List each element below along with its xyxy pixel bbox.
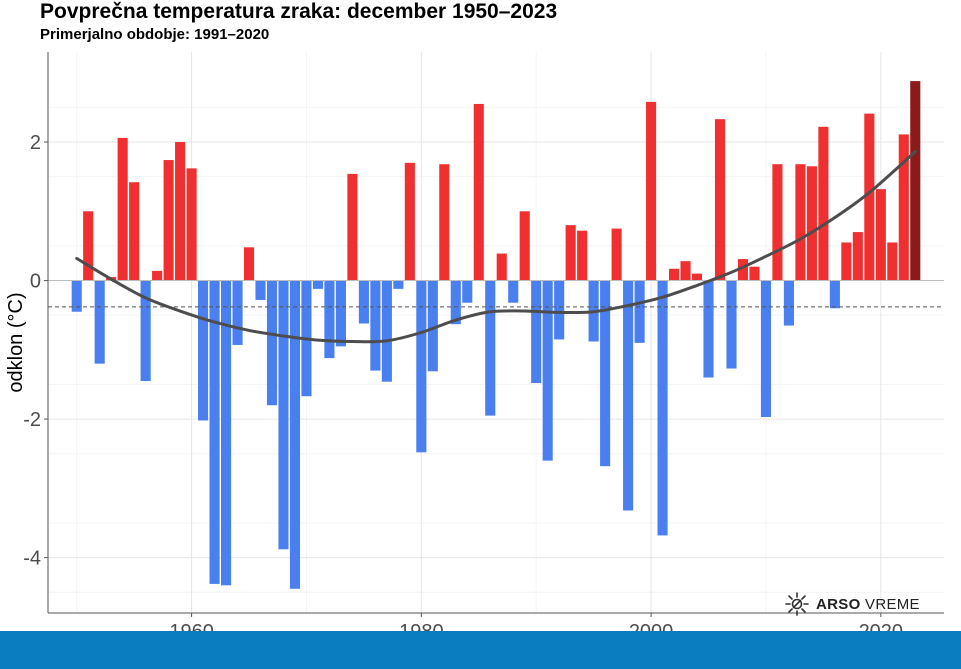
bar-1996 (600, 280, 611, 467)
bar-1961 (198, 280, 209, 421)
bar-1963 (220, 280, 232, 586)
bar-2023 (910, 81, 921, 281)
bar-2022 (898, 134, 909, 281)
bar-1998 (623, 280, 634, 511)
bar-1979 (404, 162, 415, 281)
bar-1955 (129, 182, 140, 281)
bar-1992 (554, 280, 565, 340)
y-tick-label: 2 (30, 132, 41, 154)
bar-1974 (347, 173, 358, 281)
bar-2005 (703, 280, 714, 378)
bar-1962 (209, 280, 220, 584)
bar-2020 (875, 189, 886, 281)
y-tick-label: -4 (23, 548, 41, 570)
bar-2001 (657, 280, 668, 536)
bar-1967 (266, 280, 278, 406)
trend-line (75, 150, 917, 344)
bar-1988 (508, 280, 519, 303)
chart-subtitle: Primerjalno obdobje: 1991–2020 (40, 26, 270, 43)
bar-2010 (760, 280, 772, 417)
bar-1950 (71, 280, 82, 312)
bar-1954 (117, 137, 128, 281)
bar-1973 (335, 280, 346, 347)
bar-1989 (519, 211, 530, 281)
sun-icon (785, 592, 809, 616)
bar-1984 (462, 280, 473, 303)
bar-1964 (232, 280, 243, 345)
bar-1985 (473, 103, 484, 281)
bar-1978 (393, 280, 404, 289)
bar-1957 (152, 270, 163, 281)
bar-2021 (887, 242, 898, 281)
logo-regular-text: VREME (865, 595, 920, 613)
bar-2009 (749, 266, 760, 281)
bar-1960 (186, 168, 197, 281)
bar-1976 (370, 280, 381, 371)
y-axis-label: odklon (°C) (5, 292, 27, 392)
bar-1981 (427, 280, 438, 372)
bar-2018 (852, 232, 863, 281)
bar-1987 (496, 253, 507, 281)
bar-1980 (416, 280, 427, 453)
bar-1999 (634, 280, 645, 343)
bar-1956 (140, 280, 151, 381)
bar-1991 (542, 280, 553, 461)
bar-2000 (646, 101, 657, 281)
bar-2014 (806, 166, 817, 281)
y-tick-label: 0 (30, 271, 41, 293)
bar-2012 (783, 280, 794, 326)
logo-bold-text: ARSO (816, 595, 861, 613)
chart-title: Povprečna temperatura zraka: december 19… (40, 0, 558, 23)
bar-1971 (312, 280, 324, 289)
bar-2007 (726, 280, 737, 369)
bar-1952 (94, 280, 105, 364)
bar-1982 (439, 164, 450, 281)
bar-1975 (358, 280, 369, 324)
bar-2002 (668, 268, 680, 281)
bar-1994 (577, 230, 588, 281)
bar-2015 (818, 126, 829, 281)
bar-1997 (611, 228, 622, 281)
bar-2016 (829, 280, 840, 309)
bar-1983 (450, 280, 461, 325)
bar-1958 (163, 160, 174, 281)
bar-2003 (680, 261, 691, 281)
bar-2017 (841, 242, 852, 281)
bar-1993 (565, 225, 576, 281)
logo-text: ARSO VREME (816, 596, 920, 613)
bar-1990 (531, 280, 542, 384)
bar-1951 (83, 211, 94, 281)
bar-2011 (772, 164, 783, 281)
bar-1965 (243, 247, 255, 281)
bar-2004 (691, 273, 703, 281)
bar-2008 (737, 259, 749, 281)
bar-2006 (714, 119, 726, 281)
bar-1969 (289, 280, 301, 589)
bar-2019 (864, 113, 875, 281)
y-tick-label: -2 (23, 409, 41, 431)
arso-logo: ARSO VREME (784, 591, 920, 617)
bar-1959 (175, 142, 186, 281)
bar-1977 (381, 280, 392, 382)
bar-1968 (278, 280, 289, 550)
bar-2013 (795, 164, 806, 281)
bar-1972 (324, 280, 335, 359)
bar-1966 (255, 280, 266, 300)
bar-1986 (485, 280, 496, 416)
footer-band (0, 631, 961, 669)
